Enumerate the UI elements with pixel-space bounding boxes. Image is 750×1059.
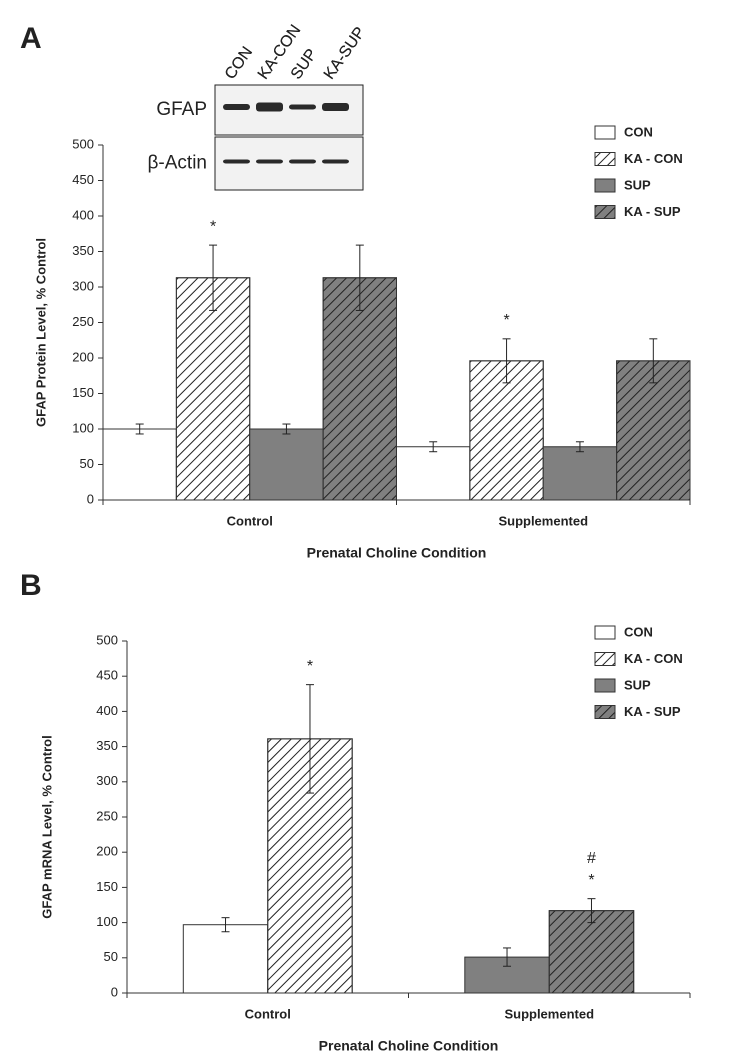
legend-label: CON <box>624 624 653 639</box>
legend-label: KA - SUP <box>624 204 681 219</box>
blot-band <box>289 159 316 164</box>
blot-lane-label: CON <box>222 44 256 83</box>
bar-hatch <box>548 910 635 994</box>
y-tick-label: 150 <box>96 879 118 894</box>
y-tick-label: 100 <box>72 420 94 435</box>
bar <box>249 428 324 501</box>
blot-lane-label: SUP <box>288 46 321 83</box>
error-bar <box>282 423 291 435</box>
bar-hatch <box>322 277 397 501</box>
blot-band <box>289 104 316 110</box>
y-axis-title: GFAP Protein Level, % Control <box>33 238 48 427</box>
blot-band <box>256 159 283 164</box>
legend-label: SUP <box>624 677 651 692</box>
error-bar <box>503 947 512 967</box>
blot-band <box>223 104 250 110</box>
bar <box>102 428 177 501</box>
legend-swatch <box>594 678 616 693</box>
error-bar <box>355 244 364 311</box>
blot-lane-label: KA-SUP <box>321 24 369 83</box>
x-tick-label: Supplemented <box>504 1006 594 1021</box>
error-bar <box>587 898 596 924</box>
legend-label: KA - CON <box>624 151 683 166</box>
significance-marker: # <box>587 850 596 867</box>
x-tick-label: Control <box>245 1006 291 1021</box>
error-bar <box>502 338 511 384</box>
y-tick-label: 300 <box>96 773 118 788</box>
x-tick-label: Supplemented <box>498 513 588 528</box>
significance-marker: * <box>503 312 509 329</box>
bar-hatch <box>469 360 544 501</box>
y-tick-label: 400 <box>96 703 118 718</box>
error-bar <box>305 684 314 794</box>
bar-hatch <box>175 277 251 501</box>
error-bar <box>429 441 438 453</box>
y-tick-label: 0 <box>111 984 118 999</box>
legend-swatch-hatch <box>594 705 616 719</box>
y-tick-label: 350 <box>96 738 118 753</box>
blot-band <box>322 159 349 164</box>
x-axis-title: Prenatal Choline Condition <box>307 545 487 561</box>
bar <box>182 924 269 994</box>
error-bar <box>221 917 230 933</box>
panel-letter: A <box>20 22 42 55</box>
legend-swatch <box>594 625 616 640</box>
x-axis-title: Prenatal Choline Condition <box>319 1038 499 1054</box>
y-tick-label: 200 <box>96 844 118 859</box>
y-tick-label: 0 <box>87 491 94 506</box>
y-tick-label: 250 <box>96 808 118 823</box>
legend-swatch <box>594 125 616 140</box>
y-tick-label: 300 <box>72 278 94 293</box>
legend-swatch <box>594 178 616 193</box>
error-bar <box>649 338 658 384</box>
blot-band <box>322 103 349 111</box>
y-tick-label: 500 <box>72 136 94 151</box>
y-tick-label: 400 <box>72 207 94 222</box>
significance-marker: * <box>307 658 313 675</box>
error-bar <box>135 423 144 435</box>
blot-row-label: GFAP <box>156 99 207 120</box>
y-tick-label: 150 <box>72 385 94 400</box>
bar-hatch <box>616 360 691 501</box>
legend-label: KA - SUP <box>624 704 681 719</box>
y-tick-label: 50 <box>104 949 118 964</box>
legend-label: KA - CON <box>624 651 683 666</box>
y-tick-label: 100 <box>96 914 118 929</box>
y-tick-label: 450 <box>96 668 118 683</box>
legend-swatch-hatch <box>594 652 616 666</box>
y-tick-label: 200 <box>72 349 94 364</box>
blot-band <box>256 102 283 112</box>
blot-band <box>223 159 250 164</box>
error-bar <box>575 441 584 453</box>
legend-swatch-hatch <box>594 152 616 166</box>
y-tick-label: 350 <box>72 243 94 258</box>
y-tick-label: 500 <box>96 632 118 647</box>
bar <box>542 446 618 501</box>
error-bar <box>209 244 218 311</box>
y-tick-label: 50 <box>80 456 94 471</box>
x-tick-label: Control <box>227 513 273 528</box>
legend-swatch-hatch <box>594 205 616 219</box>
blot-row-label: β-Actin <box>148 153 208 174</box>
y-axis-title: GFAP mRNA Level, % Control <box>39 735 54 918</box>
legend-label: SUP <box>624 177 651 192</box>
bar <box>396 446 471 501</box>
significance-marker: * <box>210 218 216 235</box>
y-tick-label: 250 <box>72 314 94 329</box>
y-tick-label: 450 <box>72 172 94 187</box>
legend-label: CON <box>624 124 653 139</box>
panel-letter: B <box>20 569 42 602</box>
significance-marker: * <box>588 872 594 889</box>
